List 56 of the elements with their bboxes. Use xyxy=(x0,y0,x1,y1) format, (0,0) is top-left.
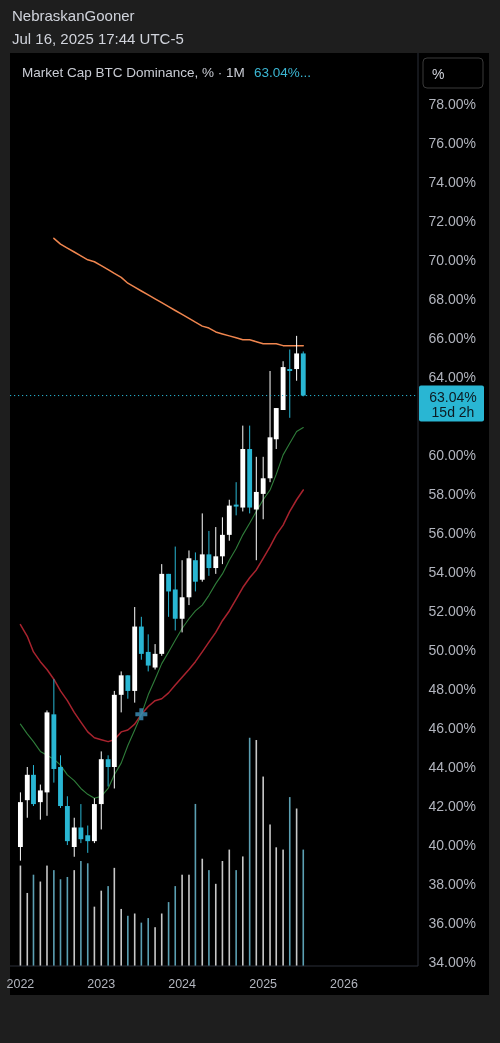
line-series xyxy=(19,489,305,743)
y-tick-label: 36.00% xyxy=(428,915,476,932)
candlestick xyxy=(145,633,151,672)
candlestick xyxy=(37,784,43,821)
y-tick-label: 66.00% xyxy=(428,329,476,346)
line-series xyxy=(53,237,305,347)
candlestick xyxy=(213,526,219,575)
y-tick-label: 78.00% xyxy=(428,95,476,112)
y-tick-label: 52.00% xyxy=(428,602,476,619)
y-tick-label: 46.00% xyxy=(428,720,476,736)
x-tick-label: 2026 xyxy=(330,977,358,991)
y-tick-label: 74.00% xyxy=(428,173,476,190)
text: % xyxy=(432,66,445,82)
y-tick-label: 64.00% xyxy=(428,368,476,385)
y-tick-label: 76.00% xyxy=(428,134,476,151)
candlestick xyxy=(125,674,131,700)
text: Market Cap BTC Dominance, % · 1M xyxy=(22,65,245,80)
candlestick xyxy=(78,803,84,844)
text: 15d 2h xyxy=(431,403,475,420)
candlestick xyxy=(260,456,266,520)
y-tick-label: 58.00% xyxy=(428,485,476,502)
y-tick-label: 44.00% xyxy=(428,759,476,776)
y-tick-label: 56.00% xyxy=(428,524,476,541)
y-tick-label: 68.00% xyxy=(428,290,476,307)
x-tick-label: 2023 xyxy=(87,977,116,991)
y-tick-label: 72.00% xyxy=(428,212,476,229)
candlestick xyxy=(253,456,259,561)
x-tick-label: 2022 xyxy=(6,977,35,991)
y-tick-label: 38.00% xyxy=(428,876,476,893)
text: NebraskanGooner xyxy=(12,7,135,24)
candlestick xyxy=(166,573,172,618)
candlestick xyxy=(85,825,91,854)
candlestick xyxy=(152,643,158,670)
ref-line-label: 63.04% xyxy=(429,388,477,405)
line-series xyxy=(19,427,304,799)
y-tick-label: 50.00% xyxy=(428,641,476,658)
y-tick-label: 42.00% xyxy=(428,798,476,815)
annotation: 63.04%... xyxy=(254,65,312,80)
candlestick xyxy=(179,559,185,633)
candlestick xyxy=(192,551,198,592)
y-tick-label: 40.00% xyxy=(428,837,476,854)
candlestick xyxy=(206,530,212,577)
x-tick-label: 2024 xyxy=(168,977,197,991)
y-tick-label: 54.00% xyxy=(428,563,476,580)
y-tick-label: 70.00% xyxy=(428,251,476,268)
y-tick-label: 48.00% xyxy=(428,680,476,697)
y-tick-label: 34.00% xyxy=(428,954,476,971)
text: Jul 16, 2025 17:44 UTC-5 xyxy=(12,30,184,47)
candlestick xyxy=(294,335,300,382)
candlestick xyxy=(71,817,77,858)
candlestick xyxy=(118,670,124,713)
candlestick xyxy=(219,516,225,565)
x-tick-label: 2025 xyxy=(249,977,278,991)
candlestick xyxy=(233,481,239,516)
y-tick-label: 60.00% xyxy=(428,446,476,463)
candlestick xyxy=(105,754,111,788)
